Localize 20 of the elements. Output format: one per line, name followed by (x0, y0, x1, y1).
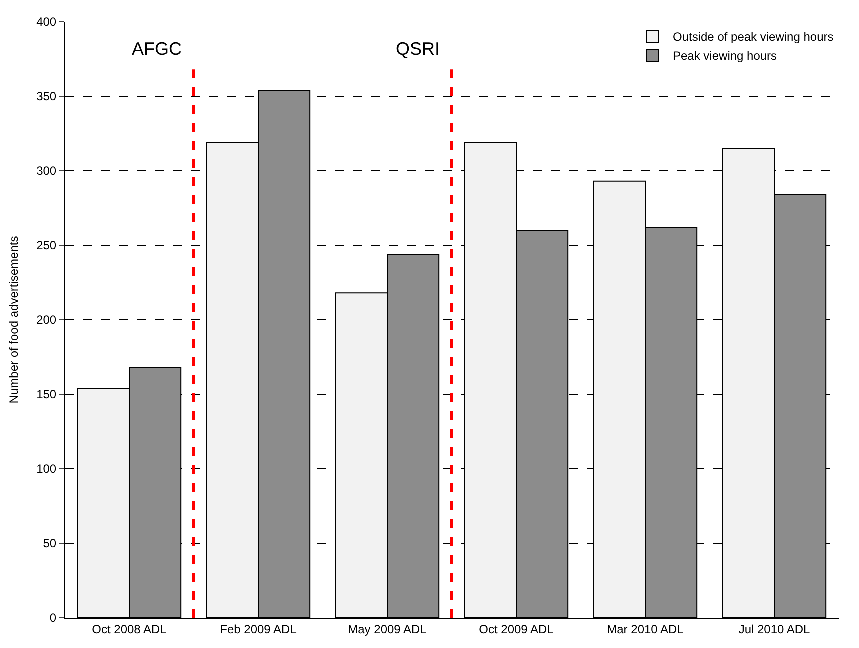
x-tick-label: Mar 2010 ADL (607, 622, 684, 636)
x-tick-label: Oct 2008 ADL (92, 622, 168, 636)
y-tick-label: 400 (36, 15, 57, 30)
x-tick-label: Oct 2009 ADL (479, 622, 554, 636)
annotation: AFGC (132, 39, 182, 59)
x-tick-label: Feb 2009 ADL (220, 622, 298, 636)
y-tick-label: 0 (50, 611, 57, 626)
x-tick-label: May 2009 ADL (348, 622, 428, 636)
legend-label: Outside of peak viewing hours (673, 30, 834, 44)
y-tick-label: 200 (36, 313, 57, 328)
y-tick-label: 300 (36, 164, 57, 178)
y-tick-label: 350 (36, 90, 57, 104)
y-tick-label: 100 (36, 462, 57, 476)
legend-label: Peak viewing hours (673, 49, 778, 64)
y-tick-label: 150 (36, 388, 57, 402)
annotation: QSRI (396, 39, 440, 59)
y-tick-label: 50 (43, 536, 57, 551)
x-tick-label: Jul 2010 ADL (738, 622, 811, 636)
y-tick-label: 250 (36, 238, 57, 253)
y-axis-title: Number of food advertisements (6, 236, 21, 404)
